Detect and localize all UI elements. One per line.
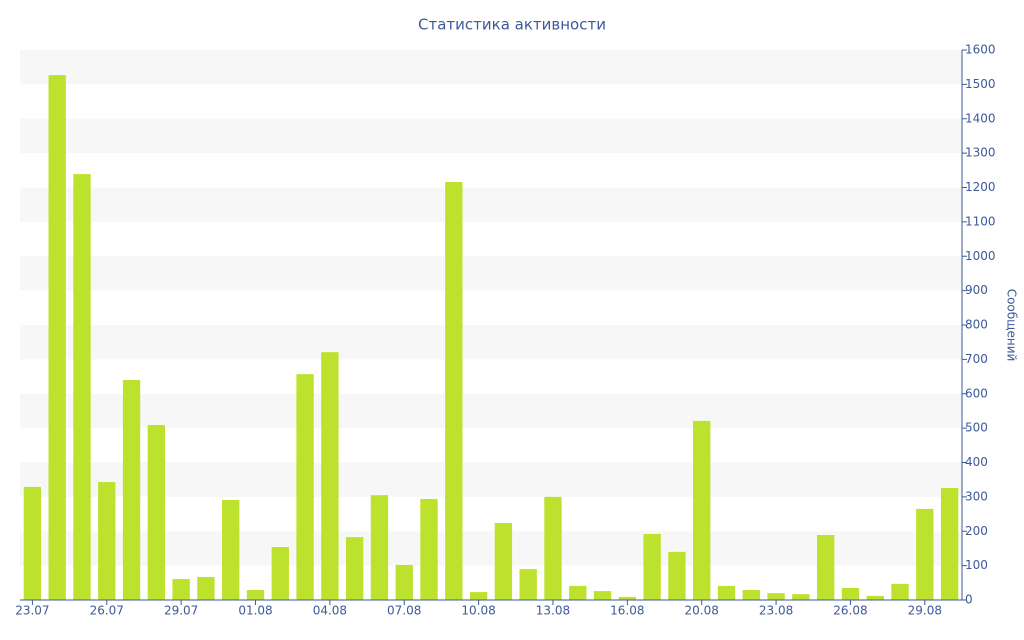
bar	[445, 182, 463, 600]
x-tick-label: 20.08	[685, 604, 719, 618]
x-tick-label: 23.07	[15, 604, 49, 618]
bar	[197, 576, 215, 600]
bar	[618, 596, 637, 600]
bar	[742, 590, 760, 600]
bar	[98, 482, 116, 600]
y-tick-label: 1400	[965, 111, 996, 125]
x-tick-label: 29.07	[164, 604, 198, 618]
grid-band	[20, 187, 962, 222]
bar	[469, 592, 488, 600]
grid-band	[20, 462, 962, 497]
y-tick-label: 800	[965, 318, 988, 332]
grid-band	[20, 531, 962, 566]
bar	[420, 498, 438, 600]
x-tick-label: 26.08	[833, 604, 867, 618]
bar	[395, 564, 413, 600]
chart-title: Статистика активности	[418, 16, 606, 34]
bar	[73, 174, 91, 600]
x-tick-label: 07.08	[387, 604, 421, 618]
x-tick-label: 04.08	[313, 604, 347, 618]
bar	[866, 595, 884, 600]
x-tick-label: 23.08	[759, 604, 793, 618]
bar	[767, 593, 785, 600]
y-tick-label: 500	[965, 421, 988, 435]
y-tick-label: 300	[965, 489, 988, 503]
x-tick-label: 29.08	[908, 604, 942, 618]
y-tick-label: 900	[965, 283, 988, 297]
bar	[122, 380, 141, 600]
grid-band	[20, 256, 962, 291]
grid-band	[20, 393, 962, 429]
grid-band	[20, 50, 962, 85]
bar	[172, 579, 190, 600]
y-tick-label: 0	[965, 593, 973, 607]
x-tick-label: 13.08	[536, 604, 570, 618]
bar	[345, 537, 364, 600]
bar	[147, 425, 166, 600]
bar	[321, 352, 339, 600]
bar	[544, 496, 562, 600]
y-tick-label: 200	[965, 524, 988, 538]
bar	[246, 590, 265, 600]
bar	[222, 499, 240, 600]
bar	[296, 374, 314, 600]
y-tick-label: 100	[965, 558, 988, 572]
bar	[48, 75, 66, 600]
x-tick-label: 10.08	[461, 604, 495, 618]
y-tick-label: 400	[965, 455, 988, 469]
bar	[668, 551, 686, 600]
x-tick-label: 16.08	[610, 604, 644, 618]
y-tick-label: 1300	[965, 146, 996, 160]
bar	[940, 487, 959, 600]
grid-band	[20, 118, 962, 154]
y-tick-label: 1500	[965, 77, 996, 91]
grid-band	[20, 325, 962, 360]
bar	[891, 583, 909, 600]
y-axis-label: Сообщений	[1005, 289, 1019, 362]
bar	[693, 420, 711, 600]
bar	[569, 585, 587, 600]
bar	[816, 535, 835, 600]
bar	[643, 534, 661, 600]
x-tick-label: 26.07	[90, 604, 124, 618]
bar	[23, 486, 42, 600]
y-tick-label: 1200	[965, 180, 996, 194]
bar	[792, 594, 810, 600]
bar	[494, 523, 513, 600]
bar	[271, 547, 289, 600]
bar	[717, 585, 736, 600]
bar	[593, 591, 612, 600]
y-tick-label: 600	[965, 386, 988, 400]
bar	[370, 495, 389, 600]
x-tick-label: 01.08	[238, 604, 272, 618]
y-tick-label: 700	[965, 352, 988, 366]
y-tick-label: 1600	[965, 43, 996, 57]
y-tick-label: 1000	[965, 249, 996, 263]
bar	[519, 569, 537, 600]
bar	[841, 587, 860, 600]
bar	[916, 508, 934, 600]
y-tick-label: 1100	[965, 214, 996, 228]
